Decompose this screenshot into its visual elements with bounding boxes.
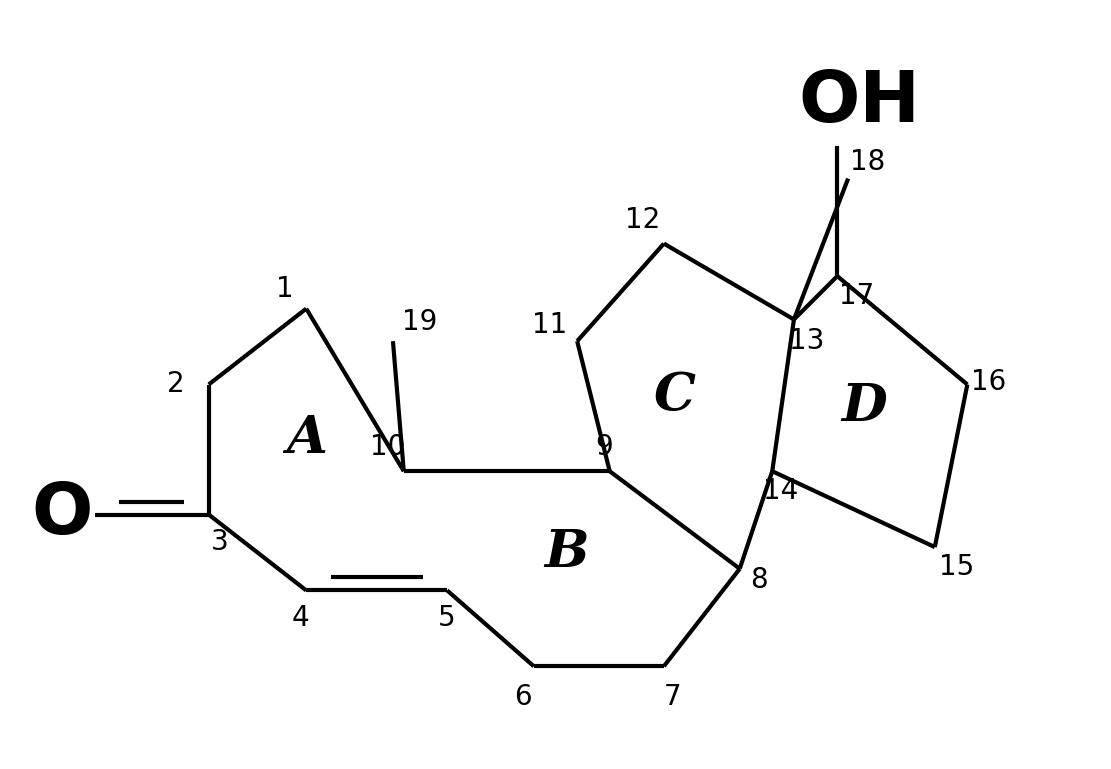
Text: 6: 6: [514, 683, 532, 711]
Text: 10: 10: [370, 434, 406, 461]
Text: 9: 9: [595, 434, 613, 461]
Text: 3: 3: [211, 528, 229, 556]
Text: O: O: [32, 480, 93, 549]
Text: D: D: [841, 381, 888, 431]
Text: 18: 18: [850, 148, 885, 176]
Text: 5: 5: [439, 604, 456, 631]
Text: 16: 16: [971, 368, 1007, 396]
Text: 8: 8: [750, 565, 768, 594]
Text: 15: 15: [939, 553, 974, 581]
Text: 2: 2: [168, 371, 186, 398]
Text: 12: 12: [624, 206, 660, 234]
Text: 17: 17: [839, 281, 874, 310]
Text: 1: 1: [276, 275, 293, 303]
Text: 19: 19: [402, 308, 438, 335]
Text: 14: 14: [763, 477, 799, 504]
Text: 11: 11: [532, 311, 568, 339]
Text: OH: OH: [798, 68, 920, 137]
Text: A: A: [286, 413, 327, 464]
Text: 13: 13: [789, 327, 824, 355]
Text: B: B: [544, 527, 589, 578]
Text: 7: 7: [663, 683, 681, 711]
Text: C: C: [653, 370, 695, 421]
Text: 4: 4: [292, 604, 310, 631]
